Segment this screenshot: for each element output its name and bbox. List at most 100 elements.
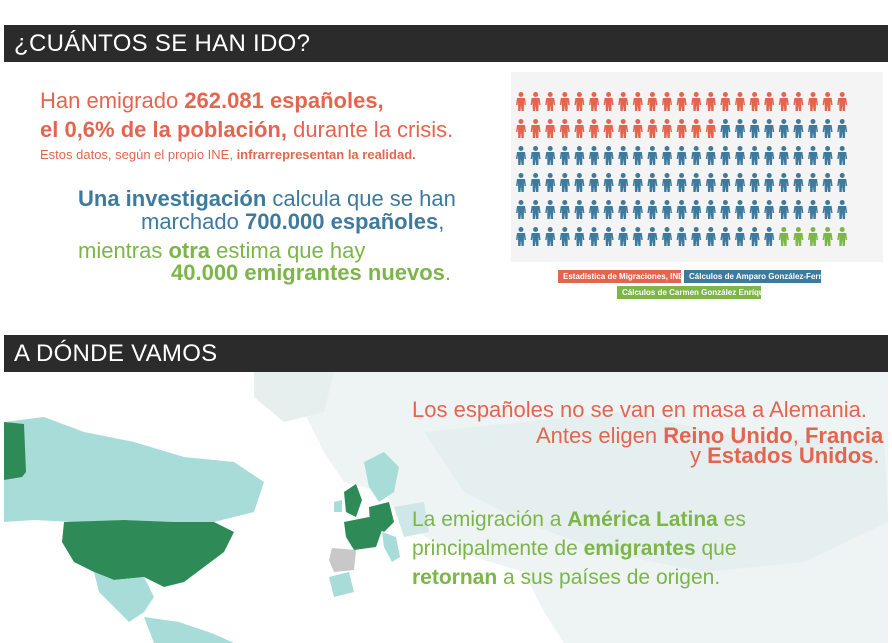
person-icon [778,119,789,138]
stat-highlight: infrarrepresentan la realidad. [236,147,416,162]
person-icon [837,173,848,192]
person-icon [603,146,614,165]
person-icon [676,173,687,192]
legend-ine: Estadística de Migraciones, INE [558,270,683,283]
person-icon [793,227,804,246]
person-icon [603,92,614,111]
person-icon [618,92,629,111]
map-country-germany [369,502,394,532]
latam-line-1: La emigración a América Latina es [412,508,746,532]
person-icon [735,173,745,192]
person-icon [793,146,804,165]
person-icon [516,92,526,111]
person-icon [516,200,526,219]
person-icon [603,200,614,219]
person-icon [632,146,643,165]
person-icon [618,227,629,246]
person-icon [647,146,658,165]
person-icon [545,92,556,111]
person-icon [589,173,599,192]
latam-line-3: retornan a sus países de origen. [412,566,720,590]
person-icon [676,200,687,219]
person-icon [618,146,629,165]
person-icon [822,146,833,165]
person-icon [705,119,716,138]
person-icon [705,92,716,111]
person-icon [618,173,629,192]
map-line-2: Antes eligen Reino Unido, Francia [536,423,883,449]
person-icon [662,92,672,111]
person-icon [545,200,556,219]
map-country-east-europe [394,502,429,537]
person-icon [516,227,526,246]
person-icon [822,119,833,138]
person-icon [530,119,541,138]
latam-text: a sus países de origen. [497,566,721,589]
person-icon [720,92,731,111]
map-highlight: Estados Unidos [707,443,874,468]
latam-text: es [717,508,746,531]
map-country-latam [144,617,234,643]
person-icon [720,200,731,219]
map-country-ireland [334,500,342,512]
person-icon [837,92,848,111]
person-icon [837,146,848,165]
person-icon [793,200,804,219]
person-icon [735,119,745,138]
map-text: y [690,443,708,468]
person-icon [705,146,716,165]
other-text: mientras [78,238,169,263]
map-country-morocco [329,572,354,597]
person-icon [705,173,716,192]
person-icon [749,173,760,192]
person-icon [764,92,775,111]
person-icon [837,119,848,138]
person-icon [632,227,643,246]
person-icon [793,173,804,192]
person-icon [720,227,731,246]
person-icon [559,200,570,219]
person-icon [589,92,599,111]
person-icon [735,200,745,219]
map-country-uk [344,484,362,517]
person-icon [530,200,541,219]
person-icon [691,92,702,111]
legend-amparo: Cálculos de Amparo González-Ferrer [684,270,829,283]
person-icon [778,173,789,192]
map-country-mexico [94,572,154,622]
person-icon [822,173,833,192]
person-icon [530,227,541,246]
other-text: estima que hay [210,238,366,263]
person-icon [603,227,614,246]
research-highlight: Una investigación [78,186,267,211]
person-icon [735,146,745,165]
person-icon [545,146,556,165]
person-icon [808,200,818,219]
person-icon [691,200,702,219]
person-icon [574,173,585,192]
latam-highlight: emigrantes [583,537,696,560]
map-text: Los españoles no se van en masa a Aleman… [412,397,867,422]
stat-highlight: el 0,6% de la población, [40,117,287,142]
other-line-2: 40.000 emigrantes nuevos. [171,260,451,286]
person-icon [691,173,702,192]
person-icon [822,200,833,219]
person-icon [632,119,643,138]
stat-text: durante la crisis. [286,117,454,142]
person-icon [647,173,658,192]
person-icon [749,200,760,219]
person-icon [764,200,775,219]
person-icon [662,119,672,138]
person-icon [516,119,526,138]
person-icon [559,227,570,246]
person-icon [676,119,687,138]
person-icon [516,146,526,165]
person-icon [778,200,789,219]
person-icon [559,146,570,165]
person-icon [647,200,658,219]
person-icon [691,227,702,246]
map-text: . [873,443,880,468]
map-highlight: Reino Unido [663,423,793,448]
person-icon [545,119,556,138]
person-icon [574,92,585,111]
